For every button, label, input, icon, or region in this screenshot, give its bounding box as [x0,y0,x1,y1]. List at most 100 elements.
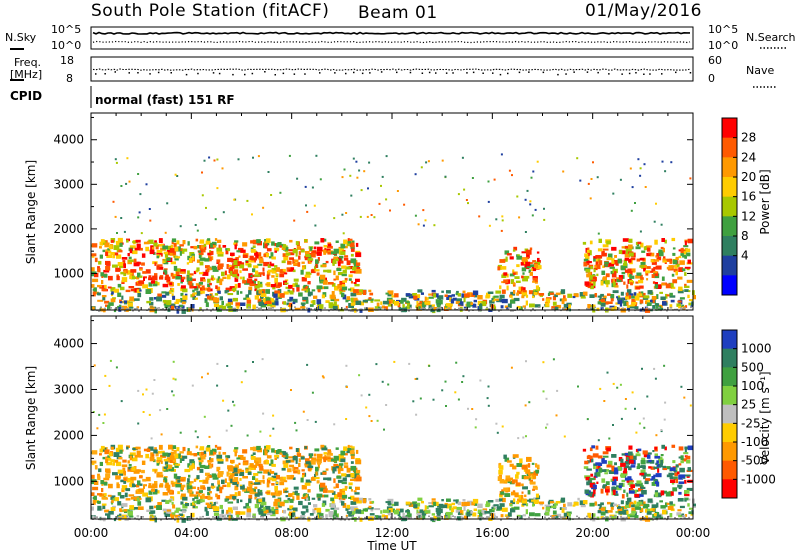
echo-scatter [123,230,126,233]
echo-cell [102,505,106,509]
echo-cell [290,267,295,271]
echo-cell [520,286,524,292]
echo-cell [227,305,233,309]
echo-cell [672,247,676,250]
echo-cell [323,280,328,285]
echo-cell [262,506,266,512]
echo-cell [266,509,272,514]
echo-cell [337,261,341,267]
ground-scatter [648,517,650,519]
echo-cell [230,459,235,464]
nave-point [282,72,285,75]
echo-cell [173,481,178,487]
echo-cell [597,301,602,305]
echo-cell [247,264,252,268]
echo-cell [532,295,535,299]
echo-cell [316,507,322,513]
ground-scatter [390,516,392,518]
echo-cell [631,504,637,508]
echo-cell [323,488,328,493]
echo-cell [300,306,306,309]
echo-cell [561,299,565,305]
echo-cell [587,304,591,309]
ground-scatter [358,516,360,519]
echo-cell [121,489,125,493]
echo-cell [597,258,601,262]
echo-cell [385,501,389,504]
echo-cell [446,498,451,502]
ground-scatter [254,516,256,518]
echo-cell [113,452,120,457]
echo-cell [309,304,314,307]
echo-cell [556,513,562,518]
echo-cell [340,251,346,255]
echo-cell [600,293,604,297]
echo-cell [545,303,550,307]
echo-cell [105,473,111,479]
echo-cell [653,271,658,274]
ground-scatter [454,516,456,518]
echo-scatter [363,170,366,173]
ground-scatter [410,307,412,309]
echo-cell [348,496,352,499]
echo-cell [128,286,135,289]
echo-cell [293,263,299,266]
echo-scatter [366,215,369,218]
echo-cell [316,285,323,290]
echo-scatter [205,206,207,209]
echo-cell [227,298,233,303]
echo-cell [255,461,259,466]
echo-cell [613,492,616,495]
echo-cell [106,457,112,461]
echo-cell [270,492,276,496]
echo-cell [254,482,261,485]
echo-cell [116,482,120,485]
echo-scatter [233,198,236,201]
echo-cell [380,301,383,305]
echo-cell [333,463,338,467]
echo-cell [119,265,124,269]
echo-cell [288,269,294,272]
echo-cell [648,466,652,469]
echo-cell [335,447,339,450]
echo-cell [325,300,330,303]
echo-cell [627,481,634,485]
echo-cell [234,492,238,497]
echo-cell [284,279,289,282]
echo-cell [274,490,278,495]
echo-cell [286,267,292,272]
echo-cell [346,511,352,514]
echo-cell [294,490,298,494]
echo-cell [201,285,205,290]
echo-cell [513,290,516,294]
echo-cell [155,245,159,250]
noise-panel-frame [90,26,694,50]
echo-cell [137,480,141,486]
echo-cell [258,302,264,306]
nave-point [643,73,645,75]
echo-scatter [272,427,275,430]
echo-cell [497,476,502,481]
echo-cell [162,260,166,263]
echo-scatter [203,415,206,418]
echo-cell [240,511,246,515]
echo-scatter [288,154,291,157]
echo-cell [198,490,203,493]
ground-scatter [480,516,482,518]
echo-cell [671,237,676,242]
echo-cell [519,306,523,310]
echo-cell [658,456,663,460]
echo-cell [94,500,99,503]
echo-cell [656,256,662,261]
echo-cell [646,473,651,477]
echo-cell [115,240,121,246]
echo-cell [170,244,173,249]
echo-cell [505,475,511,480]
echo-cell [678,267,684,272]
echo-cell [264,252,269,258]
echo-cell [435,507,442,513]
echo-cell [635,453,641,457]
nave-point [492,72,494,74]
echo-cell [216,251,223,255]
echo-cell [127,253,130,257]
